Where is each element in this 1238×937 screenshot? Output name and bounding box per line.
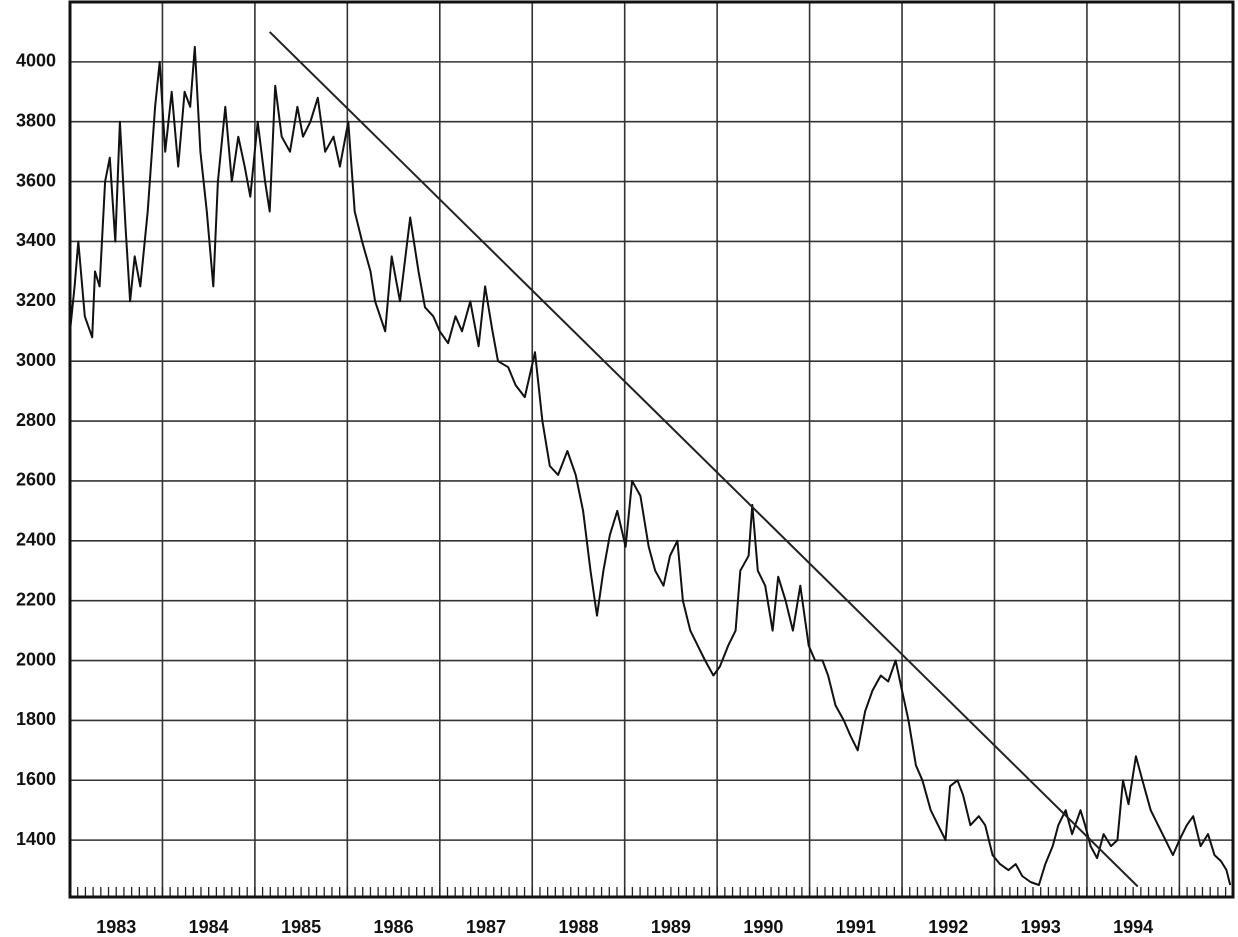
y-tick-label: 4000 [16,51,56,71]
y-tick-label: 3000 [16,350,56,370]
x-tick-label: 1991 [836,917,876,937]
y-tick-label: 2000 [16,649,56,669]
y-tick-label: 3200 [16,290,56,310]
plot-border [68,0,1235,899]
y-tick-label: 3800 [16,110,56,130]
x-tick-label: 1988 [558,917,598,937]
y-tick-label: 3400 [16,230,56,250]
x-tick-label: 1989 [651,917,691,937]
y-tick-label: 2200 [16,589,56,609]
y-tick-label: 1600 [16,769,56,789]
x-tick-label: 1985 [281,917,321,937]
y-tick-label: 1800 [16,709,56,729]
x-tick-label: 1984 [189,917,229,937]
y-tick-label: 3600 [16,170,56,190]
x-tick-label: 1986 [374,917,414,937]
price-line [69,45,1232,886]
plot-area [70,2,1233,897]
y-tick-label: 2600 [16,470,56,490]
trendline [268,31,1139,888]
x-tick-label: 1994 [1113,917,1153,937]
x-tick-label: 1990 [743,917,783,937]
y-tick-label: 1400 [16,829,56,849]
x-tick-label: 1987 [466,917,506,937]
x-tick-label: 1983 [96,917,136,937]
x-tick-label: 1993 [1021,917,1061,937]
y-tick-label: 2800 [16,410,56,430]
x-tick-label: 1992 [928,917,968,937]
y-tick-label: 2400 [16,530,56,550]
